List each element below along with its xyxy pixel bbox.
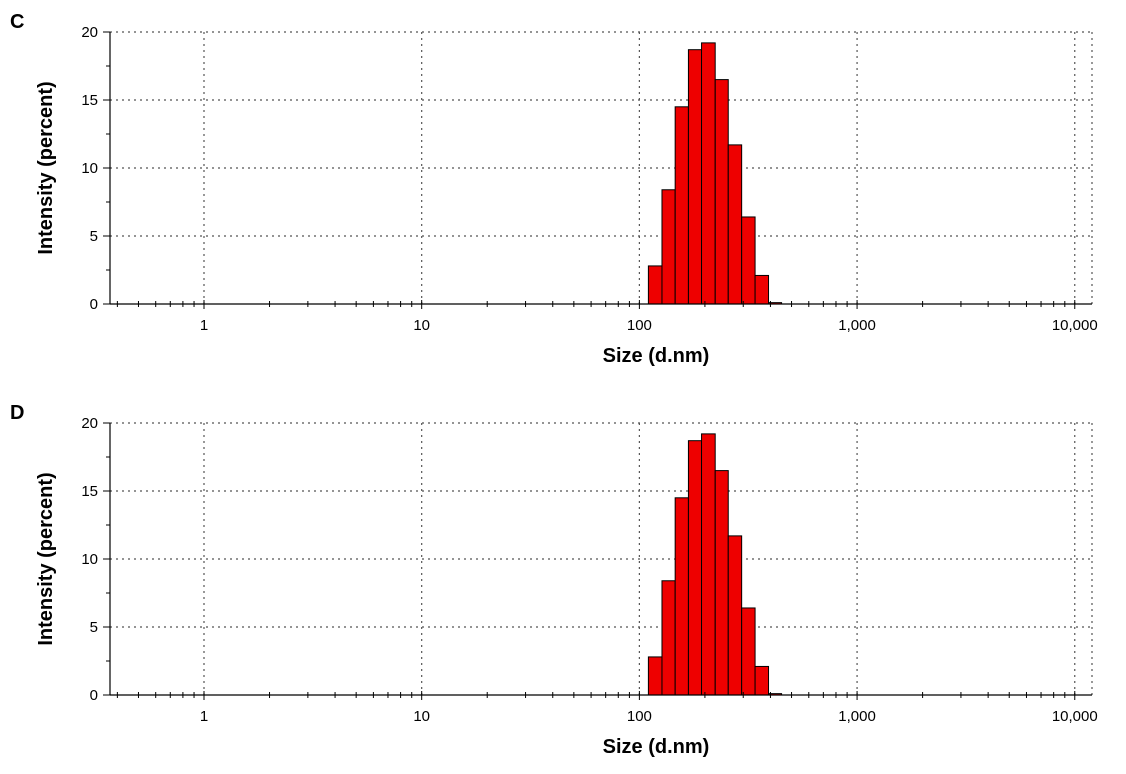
bars [647, 433, 783, 696]
bar-3 [687, 440, 703, 696]
chart-svg-d: 0 5 10 15 20 1 10 100 1,000 10,000 Size (d.nm) Inte… [10, 402, 1098, 758]
grid [110, 422, 1093, 695]
y-axis-title: Intensity (percent) [35, 81, 57, 254]
bar-4 [701, 42, 716, 305]
x-tick-label-0: 1 [200, 317, 208, 334]
y-tick-label-0: 0 [90, 296, 98, 313]
x-tick-label-2: 100 [627, 317, 652, 334]
x-tick-label-1: 10 [413, 317, 430, 334]
bar-6 [727, 144, 743, 305]
y-tick-label-0: 0 [90, 687, 98, 704]
bar-0 [647, 656, 663, 696]
x-tick-label-3: 1,000 [838, 317, 876, 334]
y-tick-label-1: 5 [90, 619, 98, 636]
bars [647, 42, 783, 305]
bar-5 [714, 470, 729, 696]
bar-1 [661, 189, 676, 305]
y-tick-label-2: 10 [81, 160, 98, 177]
y-tick-label-4: 20 [81, 24, 98, 41]
x-tick-label-4: 10,000 [1052, 317, 1098, 334]
y-ticks [103, 422, 110, 696]
bar-2 [674, 497, 689, 696]
x-tick-label-3: 1,000 [838, 708, 876, 725]
chart-panel-d: 0 5 10 15 20 1 10 100 1,000 10,000 Size (d.nm) Inte… [0, 391, 1126, 774]
y-tick-label-4: 20 [81, 415, 98, 432]
y-axis-title: Intensity (percent) [35, 472, 57, 645]
x-tick-label-1: 10 [413, 708, 430, 725]
x-ticks [116, 691, 1076, 700]
y-ticks [103, 31, 110, 305]
y-tick-label-3: 15 [81, 92, 98, 109]
chart-svg-c: 0 5 10 15 20 1 10 100 1,000 10,000 Size (d.nm) Inte… [10, 11, 1098, 367]
x-ticks [116, 300, 1076, 309]
bar-7 [741, 216, 756, 305]
x-tick-label-2: 100 [627, 708, 652, 725]
bar-4 [701, 433, 716, 696]
y-tick-label-1: 5 [90, 228, 98, 245]
x-tick-label-4: 10,000 [1052, 708, 1098, 725]
bar-6 [727, 535, 743, 696]
panel-label: C [10, 11, 24, 33]
bar-5 [714, 79, 729, 305]
bar-7 [741, 607, 756, 696]
panel-label: D [10, 402, 24, 424]
x-tick-label-0: 1 [200, 708, 208, 725]
bar-1 [661, 580, 676, 696]
bar-3 [687, 49, 703, 305]
bar-2 [674, 106, 689, 305]
y-tick-label-2: 10 [81, 551, 98, 568]
x-axis-title: Size (d.nm) [603, 345, 710, 367]
bar-8 [754, 665, 770, 696]
y-tick-label-3: 15 [81, 483, 98, 500]
bar-0 [647, 265, 663, 305]
chart-panel-c: 0 5 10 15 20 1 10 100 1,000 10,000 Size (d.nm) Inte… [0, 0, 1126, 383]
x-axis-title: Size (d.nm) [603, 736, 710, 758]
grid [110, 31, 1093, 304]
bar-8 [754, 274, 770, 305]
